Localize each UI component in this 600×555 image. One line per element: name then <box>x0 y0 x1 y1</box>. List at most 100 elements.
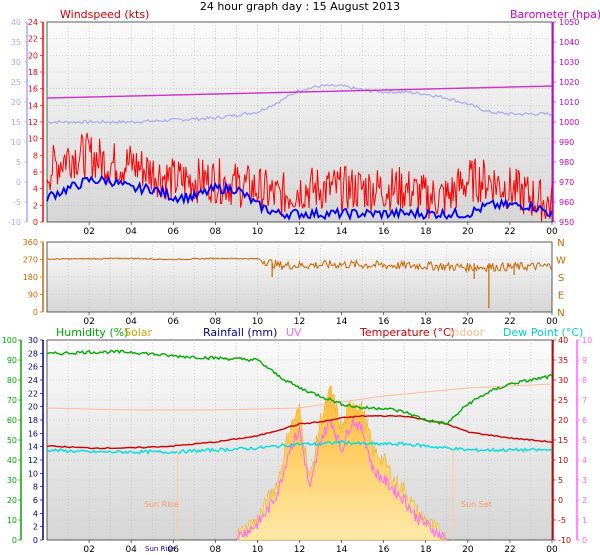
windspeed-axis-tick-label: 2 <box>33 201 38 210</box>
uv-axis-tick-label: 1 <box>582 516 587 525</box>
windspeed-axis-tick-label: 10 <box>28 135 38 144</box>
uv-line <box>235 417 448 541</box>
left-outer-axis-tick-label: 35 <box>11 38 21 47</box>
humidity-line <box>46 349 553 426</box>
rainfall-axis-tick-label: 18 <box>28 416 38 425</box>
x-tick-label: 04 <box>125 227 137 237</box>
humidity-axis-tick-label: 70 <box>7 396 17 405</box>
barometer-label: Barometer (hpa) <box>510 8 600 21</box>
x-tick-label: 02 <box>83 227 94 237</box>
rainfall-axis-tick-label: 22 <box>28 389 38 398</box>
humidity-axis-tick-label: 10 <box>7 516 17 525</box>
compass-label: N <box>557 238 564 249</box>
temperature-axis-tick-label: 10 <box>558 456 568 465</box>
temperature-axis-tick-label: 25 <box>558 396 568 405</box>
temperature-axis-tick-label: 20 <box>558 416 568 425</box>
rainfall-axis-tick-label: 16 <box>28 429 38 438</box>
humidity-axis-tick-label: 60 <box>7 416 17 425</box>
humidity-label: Humidity (%) <box>56 326 128 339</box>
windspeed-axis-tick-label: 16 <box>28 85 38 94</box>
humidity-axis-tick-label: 90 <box>7 356 17 365</box>
windspeed-axis-tick-label: 6 <box>33 168 38 177</box>
windspeed-axis-tick-label: 4 <box>33 185 38 194</box>
x-tick-label: 06 <box>168 317 180 327</box>
temperature-axis-tick-label: 0 <box>558 496 563 505</box>
x-tick-label: 06 <box>168 227 180 237</box>
temperature-axis-tick-label: 30 <box>558 376 568 385</box>
left-outer-axis-tick-label: 25 <box>11 78 21 87</box>
direction-panel-series <box>46 257 553 309</box>
temperature-axis-tick-label: -10 <box>558 536 571 545</box>
uv-axis-tick-label: 6 <box>582 416 587 425</box>
left-outer-axis-tick-label: 0 <box>16 178 21 187</box>
direction-axis-tick-label: 0 <box>33 308 38 317</box>
humidity-axis-tick-label: 30 <box>7 476 17 485</box>
x-tick-label: 08 <box>210 227 222 237</box>
temperature-line <box>46 414 553 450</box>
uv-axis-tick-label: 5 <box>582 436 587 445</box>
temperature-axis-tick-label: 15 <box>558 436 568 445</box>
x-tick-label: 16 <box>378 317 390 327</box>
barometer-axis-tick-label: 960 <box>559 198 574 207</box>
left-outer-axis-tick-label: -5 <box>13 198 21 207</box>
barometer-line <box>46 85 553 99</box>
x-tick-label: 20 <box>462 545 474 555</box>
barometer-axis-tick-label: 990 <box>559 138 574 147</box>
solar-area <box>236 385 447 541</box>
x-tick-label: 10 <box>252 545 264 555</box>
left-outer-axis-tick-label: -10 <box>8 218 21 227</box>
temperature-axis-tick-label: 35 <box>558 356 568 365</box>
x-tick-label: 04 <box>125 317 137 327</box>
x-tick-label: 16 <box>378 227 390 237</box>
barometer-axis-tick-label: 1000 <box>559 118 579 127</box>
windspeed-axis-tick-label: 22 <box>28 35 38 44</box>
x-tick-label: 08 <box>210 545 222 555</box>
barometer-axis-tick-label: 1050 <box>559 18 579 27</box>
windspeed-label: Windspeed (kts) <box>60 8 149 21</box>
uv-axis-tick-label: 3 <box>582 476 587 485</box>
rainfall-axis-tick-label: 0 <box>33 536 38 545</box>
rainfall-axis-tick-label: 12 <box>28 456 38 465</box>
windspeed-axis-tick-label: 24 <box>28 18 38 27</box>
temperature-axis-tick-label: -5 <box>558 516 566 525</box>
humidity-axis-tick-label: 40 <box>7 456 17 465</box>
humidity-axis-tick-label: 100 <box>2 336 17 345</box>
rainfall-axis-tick-label: 24 <box>28 376 38 385</box>
wind-panel-axes: 4035302520151050-5-102422201816141210864… <box>8 18 579 237</box>
sunrise-axis-marker: Sun Rise <box>145 545 175 553</box>
chart-title: 24 hour graph day : 15 August 2013 <box>200 0 400 13</box>
x-tick-label: 00 <box>546 545 558 555</box>
direction-axis-tick-label: 360 <box>23 238 38 247</box>
x-tick-label: 10 <box>252 227 264 237</box>
x-tick-label: 10 <box>252 317 264 327</box>
barometer-axis-tick-label: 970 <box>559 178 574 187</box>
barometer-axis-tick-label: 980 <box>559 158 574 167</box>
x-tick-label: 20 <box>462 227 474 237</box>
x-tick-label: 00 <box>546 227 558 237</box>
compass-label: S <box>558 273 564 284</box>
rainfall-axis-tick-label: 28 <box>28 349 38 358</box>
weather-panel-series <box>46 349 553 541</box>
temperature-axis-tick-label: 40 <box>558 336 568 345</box>
dew-point-line <box>46 439 553 455</box>
rainfall-label: Rainfall (mm) <box>203 326 277 339</box>
rainfall-axis-tick-label: 4 <box>33 509 38 518</box>
weather-panel-axes: 1009080706050403020100302826242220181614… <box>2 336 592 555</box>
x-tick-label: 18 <box>420 317 432 327</box>
x-tick-label: 16 <box>378 545 390 555</box>
barometer-axis-tick-label: 1020 <box>559 78 579 87</box>
sunrise-label: Sun Rise <box>144 500 179 509</box>
windspeed-axis-tick-label: 18 <box>28 68 38 77</box>
x-tick-label: 22 <box>504 545 515 555</box>
x-tick-label: 18 <box>420 227 432 237</box>
humidity-axis-tick-label: 50 <box>7 436 17 445</box>
x-tick-label: 20 <box>462 317 474 327</box>
left-outer-axis-tick-label: 5 <box>16 158 21 167</box>
left-outer-axis-tick-label: 10 <box>11 138 21 147</box>
humidity-axis-tick-label: 80 <box>7 376 17 385</box>
barometer-axis-tick-label: 950 <box>559 218 574 227</box>
barometer-axis-tick-label: 1040 <box>559 38 579 47</box>
uv-axis-tick-label: 7 <box>582 396 587 405</box>
left-outer-axis-tick-label: 15 <box>11 118 21 127</box>
